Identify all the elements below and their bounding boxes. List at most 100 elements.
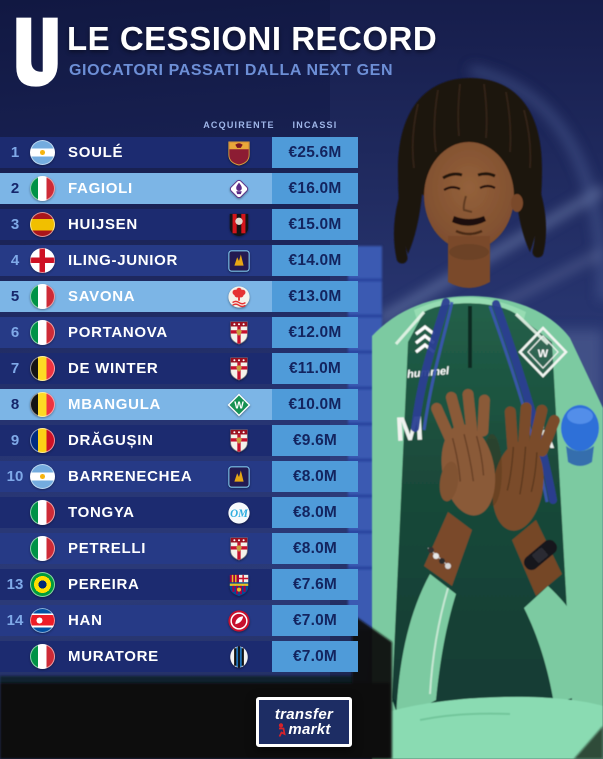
flag-spain-icon: [30, 212, 55, 237]
transfer-fee: €7.6M: [272, 569, 358, 600]
player-name: SOULÉ: [68, 144, 124, 161]
player-name: ILING-JUNIOR: [68, 252, 179, 269]
transfer-fee: €15.0M: [272, 209, 358, 240]
transfer-fee: €7.0M: [272, 641, 358, 672]
player-name: MURATORE: [68, 648, 159, 665]
flag-italy-icon: [30, 536, 55, 561]
table-row: 4 ILING-JUNIOR €14.0M: [0, 245, 358, 276]
crest-duhail-icon: [206, 608, 272, 634]
bottle-cap: [561, 405, 599, 466]
crest-fiorentina-icon: [206, 176, 272, 202]
column-header-incassi: INCASSI: [292, 120, 338, 130]
player-figure: hummel W M Ä: [372, 78, 603, 759]
table-row: 14 HAN €7.0M: [0, 605, 358, 636]
crest-genoa-icon: [206, 536, 272, 562]
svg-text:W: W: [234, 400, 244, 411]
rank-label: 4: [10, 252, 20, 269]
transfer-fee: €9.6M: [272, 425, 358, 456]
player-neck: [448, 236, 490, 288]
transfer-fee: €13.0M: [272, 281, 358, 312]
table-row: 9 DRĂGUȘIN €9.6M: [0, 425, 358, 456]
transfer-fee: €8.0M: [272, 497, 358, 528]
transfer-fee: €16.0M: [272, 173, 358, 204]
player-shorts: [388, 696, 603, 759]
rank-label: 5: [10, 288, 20, 305]
flag-north-korea-icon: [30, 608, 55, 633]
player-name: HAN: [68, 612, 103, 629]
juventus-logo: [16, 17, 58, 87]
transfer-fee: €14.0M: [272, 245, 358, 276]
clapping-hands: [431, 388, 560, 531]
player-name: DRĂGUȘIN: [68, 432, 154, 449]
table-row: 8 MBANGULA W €10.0M: [0, 389, 358, 420]
rank-label: 1: [10, 144, 20, 161]
rank-label: 13: [6, 576, 24, 593]
player-name: PEREIRA: [68, 576, 140, 593]
bead-bracelet-icon: [427, 547, 451, 569]
player-name: MBANGULA: [68, 396, 162, 413]
table-row: 3 HUIJSEN €15.0M: [0, 209, 358, 240]
crest-atalanta-icon: [206, 644, 272, 670]
player-name: SAVONA: [68, 288, 136, 305]
wrist-watch-icon: [523, 539, 557, 571]
page-subtitle: GIOCATORI PASSATI DALLA NEXT GEN: [69, 62, 394, 79]
crest-barcelona-icon: [206, 572, 272, 598]
svg-text:OM: OM: [230, 508, 249, 520]
rank-label: 7: [10, 360, 20, 377]
transfermarkt-logo-top: transfer: [274, 706, 334, 723]
flag-argentina-icon: [30, 464, 55, 489]
table-row: 2 FAGIOLI €16.0M: [0, 173, 358, 204]
rank-label: 14: [6, 612, 24, 629]
flag-italy-icon: [30, 320, 55, 345]
player-name: TONGYA: [68, 504, 135, 521]
table-row: PETRELLI €8.0M: [0, 533, 358, 564]
player-name: PORTANOVA: [68, 324, 168, 341]
player-name: HUIJSEN: [68, 216, 138, 233]
crest-marseille-icon: OM: [206, 500, 272, 526]
flag-italy-icon: [30, 176, 55, 201]
crest-genoa-icon: [206, 428, 272, 454]
table-row: 5 SAVONA €13.0M: [0, 281, 358, 312]
flag-italy-icon: [30, 644, 55, 669]
player-name: PETRELLI: [68, 540, 147, 557]
rank-label: 10: [6, 468, 24, 485]
crest-roma-icon: [206, 140, 272, 166]
transfer-fee: €11.0M: [272, 353, 358, 384]
rank-label: 6: [10, 324, 20, 341]
werder-crest-icon: W: [518, 326, 568, 378]
flag-england-icon: [30, 248, 55, 273]
flag-belgium-icon: [30, 392, 55, 417]
crest-genoa-icon: [206, 320, 272, 346]
crest-aston-villa-icon: [206, 248, 272, 274]
flag-italy-icon: [30, 500, 55, 525]
crest-nottingham-forest-icon: [206, 284, 272, 310]
flag-romania-icon: [30, 428, 55, 453]
transfer-fee: €25.6M: [272, 137, 358, 168]
crest-werder-bremen-icon: W: [206, 392, 272, 418]
player-name: DE WINTER: [68, 360, 159, 377]
transfer-fee: €7.0M: [272, 605, 358, 636]
rank-label: 3: [10, 216, 20, 233]
transfer-fee: €10.0M: [272, 389, 358, 420]
table-row: 7 DE WINTER €11.0M: [0, 353, 358, 384]
table-row: 13 PEREIRA €7.6M: [0, 569, 358, 600]
transfermarkt-logo: transfer markt: [256, 697, 352, 747]
rank-label: 2: [10, 180, 20, 197]
crest-genoa-icon: [206, 356, 272, 382]
rank-label: 8: [10, 396, 20, 413]
table-row: 6 PORTANOVA €12.0M: [0, 317, 358, 348]
transfer-fee: €8.0M: [272, 533, 358, 564]
player-name: FAGIOLI: [68, 180, 133, 197]
flag-belgium-icon: [30, 356, 55, 381]
svg-text:W: W: [538, 348, 549, 360]
crest-bournemouth-icon: [206, 212, 272, 238]
flag-argentina-icon: [30, 140, 55, 165]
page-title: LE CESSIONI RECORD: [67, 20, 438, 57]
flag-brazil-icon: [30, 572, 55, 597]
ranking-table: 1 SOULÉ €25.6M 2 FAGIOLI €16.0M 3 HUIJSE…: [0, 137, 358, 677]
table-row: TONGYA OM €8.0M: [0, 497, 358, 528]
transfer-fee: €8.0M: [272, 461, 358, 492]
crest-aston-villa-icon: [206, 464, 272, 490]
